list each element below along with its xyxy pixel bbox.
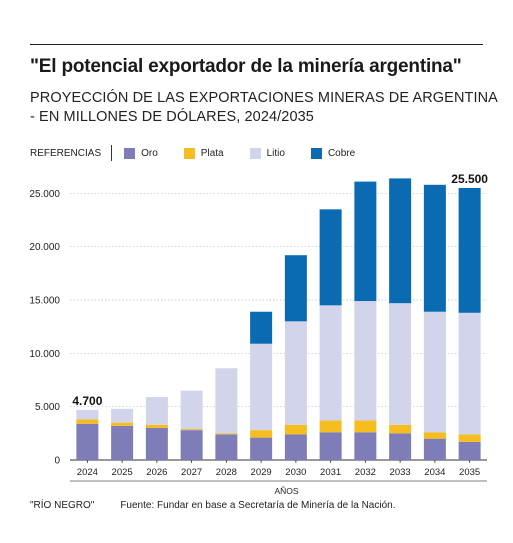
y-tick-label: 10.000 bbox=[29, 349, 60, 360]
legend-swatch-oro bbox=[124, 147, 136, 159]
bar-oro-2027 bbox=[180, 430, 203, 460]
bar-plata-2024 bbox=[76, 419, 99, 424]
bar-cobre-2032 bbox=[354, 181, 377, 302]
data-label-2024: 4.700 bbox=[72, 394, 102, 408]
bar-litio-2029 bbox=[250, 343, 273, 431]
x-tick-label: 2035 bbox=[459, 467, 480, 478]
bar-litio-2027 bbox=[180, 390, 203, 430]
bar-oro-2035 bbox=[458, 441, 481, 460]
legend-swatch-cobre bbox=[310, 147, 322, 159]
x-tick-label: 2028 bbox=[216, 467, 237, 478]
bar-litio-2028 bbox=[215, 368, 238, 434]
legend-label: REFERENCIAS bbox=[30, 147, 102, 159]
bar-litio-2026 bbox=[145, 397, 168, 425]
x-tick-label: 2030 bbox=[285, 467, 306, 478]
x-tick-label: 2027 bbox=[181, 467, 202, 478]
legend-item-cobre: Cobre bbox=[310, 147, 356, 159]
x-tick-label: 2032 bbox=[355, 467, 376, 478]
chart-title: "El potencial exportador de la minería a… bbox=[30, 56, 462, 77]
bar-oro-2024 bbox=[76, 423, 99, 460]
x-tick-label: 2029 bbox=[251, 467, 272, 478]
bar-oro-2029 bbox=[250, 437, 273, 460]
bar-plata-2025 bbox=[111, 422, 134, 426]
bar-oro-2033 bbox=[389, 433, 412, 460]
bar-plata-2034 bbox=[423, 432, 446, 439]
x-tick-label: 2031 bbox=[320, 467, 341, 478]
chart-subtitle: PROYECCIÓN DE LAS EXPORTACIONES MINERAS … bbox=[30, 89, 500, 127]
legend-item-plata: Plata bbox=[183, 147, 224, 159]
bar-plata-2029 bbox=[250, 430, 273, 438]
bar-litio-2024 bbox=[76, 409, 99, 420]
bar-oro-2025 bbox=[111, 425, 134, 460]
footer-source: Fuente: Fundar en base a Secretaría de M… bbox=[120, 500, 396, 511]
y-tick-label: 20.000 bbox=[29, 242, 60, 253]
legend: REFERENCIAS Oro Plata Litio Cobre bbox=[30, 145, 381, 161]
bar-litio-2033 bbox=[389, 303, 412, 425]
bar-cobre-2031 bbox=[319, 209, 342, 306]
x-tick-label: 2024 bbox=[77, 467, 98, 478]
bar-plata-2030 bbox=[284, 424, 307, 435]
y-tick-label: 15.000 bbox=[29, 296, 60, 307]
bar-oro-2032 bbox=[354, 432, 377, 460]
x-axis-label: AÑOS bbox=[274, 486, 298, 496]
bar-plata-2035 bbox=[458, 434, 481, 442]
footer-credit: "RÍO NEGRO" bbox=[30, 500, 95, 511]
subtitle-line-1: PROYECCIÓN DE LAS EXPORTACIONES MINERAS … bbox=[30, 90, 498, 106]
bar-litio-2034 bbox=[423, 311, 446, 433]
bar-oro-2031 bbox=[319, 432, 342, 460]
top-rule bbox=[30, 44, 483, 45]
bar-oro-2028 bbox=[215, 434, 238, 460]
bar-cobre-2034 bbox=[423, 184, 446, 312]
x-tick-label: 2034 bbox=[424, 467, 445, 478]
bar-cobre-2029 bbox=[250, 311, 273, 344]
y-tick-label: 25.000 bbox=[29, 189, 60, 200]
legend-text-cobre: Cobre bbox=[327, 147, 356, 159]
legend-swatch-litio bbox=[249, 147, 261, 159]
bar-plata-2026 bbox=[145, 424, 168, 428]
legend-text-oro: Oro bbox=[141, 147, 158, 159]
legend-text-plata: Plata bbox=[200, 147, 224, 159]
legend-swatch-plata bbox=[183, 147, 195, 159]
x-tick-label: 2033 bbox=[390, 467, 411, 478]
bar-litio-2030 bbox=[284, 321, 307, 425]
subtitle-line-2: - EN MILLONES DE DÓLARES, 2024/2035 bbox=[30, 109, 314, 125]
bar-oro-2030 bbox=[284, 434, 307, 460]
legend-divider bbox=[111, 145, 113, 161]
y-tick-label: 5.000 bbox=[35, 402, 60, 413]
footer: "RÍO NEGRO" Fuente: Fundar en base a Sec… bbox=[30, 500, 396, 511]
bar-plata-2027 bbox=[180, 429, 203, 431]
bar-cobre-2035 bbox=[458, 188, 481, 313]
bar-plata-2028 bbox=[215, 433, 238, 435]
x-tick-label: 2025 bbox=[112, 467, 133, 478]
bar-litio-2035 bbox=[458, 312, 481, 435]
bar-litio-2025 bbox=[111, 408, 134, 423]
legend-item-oro: Oro bbox=[124, 147, 158, 159]
y-tick-label: 0 bbox=[54, 456, 60, 467]
bar-oro-2034 bbox=[423, 438, 446, 460]
bar-litio-2031 bbox=[319, 305, 342, 421]
legend-item-litio: Litio bbox=[249, 147, 285, 159]
bar-cobre-2030 bbox=[284, 255, 307, 322]
data-label-2035: 25.500 bbox=[451, 172, 488, 186]
bar-oro-2026 bbox=[145, 428, 168, 460]
x-tick-label: 2026 bbox=[146, 467, 167, 478]
bar-plata-2032 bbox=[354, 420, 377, 433]
bar-plata-2033 bbox=[389, 424, 412, 434]
bar-litio-2032 bbox=[354, 301, 377, 421]
bar-plata-2031 bbox=[319, 420, 342, 433]
legend-text-litio: Litio bbox=[266, 147, 285, 159]
bar-cobre-2033 bbox=[389, 178, 412, 304]
